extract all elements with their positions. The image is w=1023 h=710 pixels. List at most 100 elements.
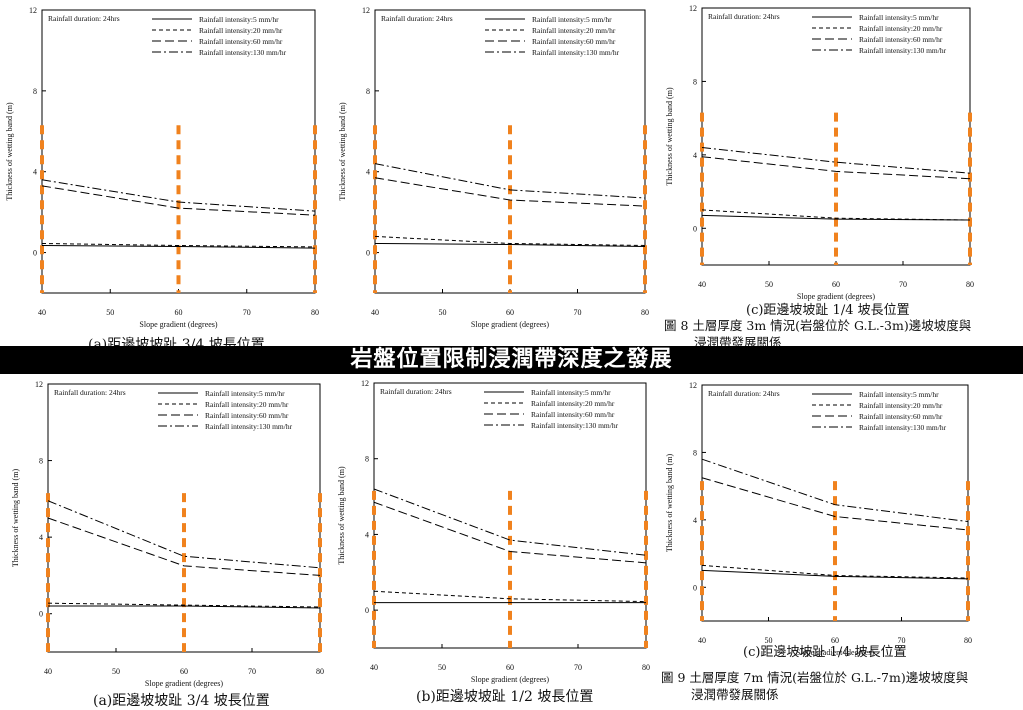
legend-label: Rainfall intensity:5 mm/hr — [859, 13, 939, 22]
legend-label: Rainfall intensity:20 mm/hr — [859, 401, 943, 410]
series-line — [47, 517, 321, 576]
y-tick-label: 8 — [39, 457, 43, 466]
x-tick-label: 70 — [898, 636, 906, 645]
series-line — [701, 214, 971, 221]
chart-svg: 0 4 8 12 40 50 60 70 80 Slope gradient (degrees) T… — [665, 381, 972, 657]
legend-label: Rainfall intensity:5 mm/hr — [532, 15, 612, 24]
series-line — [701, 156, 971, 180]
series-line — [701, 147, 971, 174]
y-tick-label: 12 — [362, 6, 370, 15]
y-tick-label: 0 — [693, 583, 697, 592]
y-tick-label: 4 — [693, 151, 697, 160]
y-tick-label: 8 — [365, 455, 369, 464]
y-axis-label: Thickness of wetting band (m) — [337, 466, 346, 565]
chart-panel-bottom-b: 0 4 8 12 40 50 60 70 80 Slope gradient (degrees) T… — [328, 376, 660, 708]
y-tick-label: 12 — [689, 381, 697, 390]
chart-svg: 0 4 8 12 40 50 60 70 80 Slope gradient (degrees) T… — [665, 4, 974, 301]
legend-label: Rainfall intensity:60 mm/hr — [199, 37, 283, 46]
chart-caption: (a)距邊坡坡趾 3/4 坡長位置 — [93, 693, 270, 709]
x-tick-label: 60 — [175, 308, 183, 317]
x-tick-label: 70 — [248, 667, 256, 676]
series-line — [48, 605, 321, 609]
figure-8-caption-line1: 圖 8 土層厚度 3m 情況(岩盤位於 G.L.-3m)邊坡坡度與 — [664, 318, 972, 333]
legend-label: Rainfall intensity:130 mm/hr — [859, 46, 947, 55]
series-line — [373, 590, 647, 603]
chart-panel-top-b: 0 4 8 12 40 50 60 70 80 Slope gradient (degrees) T… — [333, 0, 663, 350]
x-tick-label: 50 — [765, 280, 773, 289]
x-tick-label: 50 — [106, 308, 114, 317]
series-line — [374, 242, 646, 248]
x-axis-label: Slope gradient (degrees) — [471, 320, 550, 329]
y-tick-label: 12 — [361, 379, 369, 388]
x-tick-label: 40 — [38, 308, 46, 317]
x-tick-label: 50 — [765, 636, 773, 645]
y-axis-label: Thickness of wetting band (m) — [5, 102, 14, 201]
y-tick-label: 12 — [29, 6, 37, 15]
series-line — [701, 477, 969, 531]
annotation: Rainfall duration: 24hrs — [48, 14, 120, 23]
x-axis-label: Slope gradient (degrees) — [796, 648, 875, 657]
chart-svg: 0 4 8 12 40 50 60 70 80 Slope gradient (degrees) T… — [11, 380, 324, 688]
chart-svg: 0 4 8 12 40 50 60 70 80 Slope gradient (degrees) T… — [338, 6, 649, 329]
x-tick-label: 80 — [311, 308, 319, 317]
legend-label: Rainfall intensity:20 mm/hr — [199, 26, 283, 35]
series-line — [374, 163, 646, 199]
x-tick-label: 40 — [698, 280, 706, 289]
x-tick-label: 40 — [698, 636, 706, 645]
annotation: Rainfall duration: 24hrs — [381, 14, 453, 23]
x-tick-label: 80 — [316, 667, 324, 676]
annotation: Rainfall duration: 24hrs — [708, 389, 780, 398]
legend-label: Rainfall intensity:20 mm/hr — [205, 400, 289, 409]
y-tick-label: 0 — [693, 224, 697, 233]
x-tick-label: 80 — [964, 636, 972, 645]
chart-caption: (c)距邊坡坡趾 1/4 坡長位置 — [743, 645, 907, 660]
x-axis-label: Slope gradient (degrees) — [145, 679, 224, 688]
figure-9-caption: 圖 9 土層厚度 7m 情況(岩盤位於 G.L.-7m)邊坡坡度與 浸潤帶發展關… — [661, 669, 968, 703]
x-tick-label: 60 — [831, 636, 839, 645]
series-line — [701, 564, 969, 579]
x-tick-label: 80 — [642, 663, 650, 672]
y-tick-label: 12 — [689, 4, 697, 13]
series-line — [701, 209, 971, 221]
chart-caption: (b)距邊坡坡趾 1/2 坡長位置 — [416, 689, 594, 705]
x-tick-label: 50 — [438, 663, 446, 672]
legend-label: Rainfall intensity:130 mm/hr — [859, 423, 947, 432]
y-tick-label: 12 — [35, 380, 43, 389]
legend-label: Rainfall intensity:60 mm/hr — [531, 410, 615, 419]
x-tick-label: 70 — [243, 308, 251, 317]
figure-9-caption-line2: 浸潤帶發展關係 — [691, 687, 779, 702]
x-tick-label: 50 — [112, 667, 120, 676]
legend-label: Rainfall intensity:130 mm/hr — [531, 421, 619, 430]
x-tick-label: 80 — [966, 280, 974, 289]
series-line — [41, 244, 316, 249]
y-tick-label: 8 — [693, 77, 697, 86]
legend-label: Rainfall intensity:20 mm/hr — [532, 26, 616, 35]
y-tick-label: 0 — [33, 249, 37, 258]
y-tick-label: 8 — [33, 87, 37, 96]
legend-label: Rainfall intensity:60 mm/hr — [532, 37, 616, 46]
chart-svg: 0 4 8 12 40 50 60 70 80 Slope gradient (degrees) T… — [337, 379, 650, 684]
y-tick-label: 8 — [366, 87, 370, 96]
y-tick-label: 4 — [39, 533, 43, 542]
series-line — [41, 179, 316, 212]
annotation: Rainfall duration: 24hrs — [380, 387, 452, 396]
x-tick-label: 80 — [641, 308, 649, 317]
series-line — [47, 602, 321, 608]
y-axis-label: Thickness of wetting band (m) — [665, 87, 674, 186]
chart-panel-top-c: 0 4 8 12 40 50 60 70 80 Slope gradient (degrees) T… — [660, 0, 1023, 350]
y-tick-label: 4 — [33, 168, 37, 177]
x-tick-label: 40 — [370, 663, 378, 672]
y-tick-label: 8 — [693, 448, 697, 457]
y-axis-label: Thickness of wetting band (m) — [11, 469, 20, 568]
series-line — [373, 501, 647, 564]
y-tick-label: 0 — [365, 606, 369, 615]
legend-label: Rainfall intensity:5 mm/hr — [199, 15, 279, 24]
legend-label: Rainfall intensity:60 mm/hr — [859, 35, 943, 44]
y-tick-label: 4 — [365, 530, 369, 539]
banner-title: 岩盤位置限制浸潤帶深度之發展 — [0, 346, 1023, 374]
legend-label: Rainfall intensity:130 mm/hr — [205, 422, 293, 431]
chart-panel-bottom-a: 0 4 8 12 40 50 60 70 80 Slope gradient (degrees) T… — [0, 376, 330, 709]
chart-panel-bottom-c: 0 4 8 12 40 50 60 70 80 Slope gradient (degrees) T… — [655, 376, 1023, 708]
y-tick-label: 0 — [39, 610, 43, 619]
chart-caption: (c)距邊坡坡趾 1/4 坡長位置 — [746, 303, 910, 318]
